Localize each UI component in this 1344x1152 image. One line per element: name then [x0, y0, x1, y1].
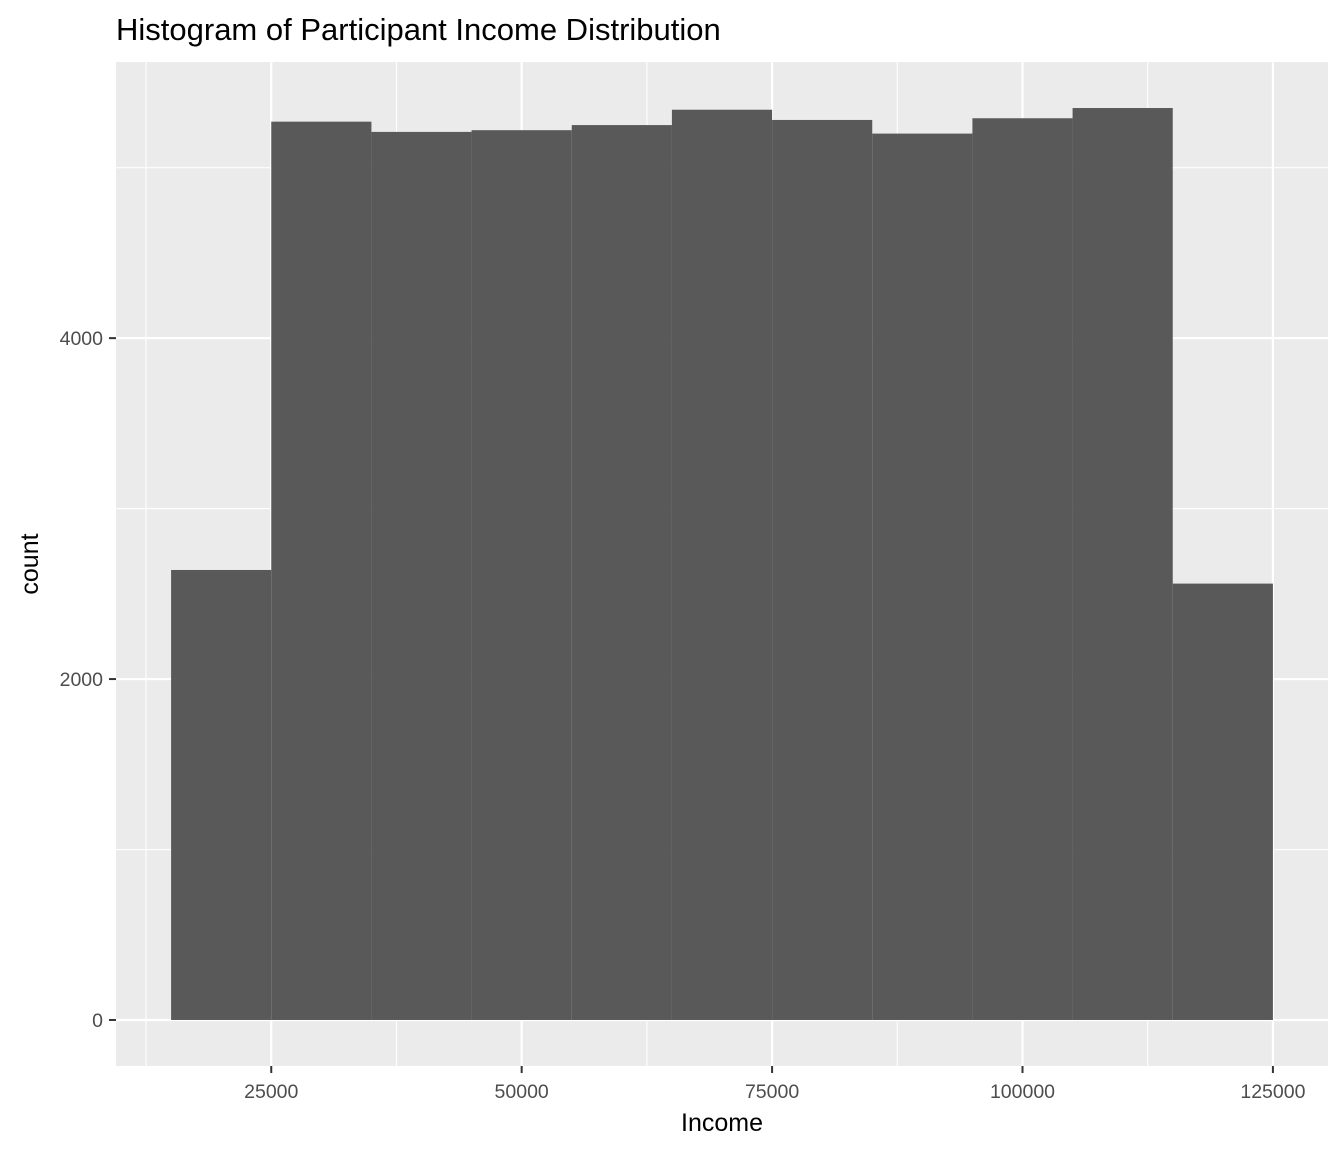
chart-title: Histogram of Participant Income Distribu… — [116, 12, 721, 47]
histogram-bar — [1172, 583, 1273, 1020]
x-axis: 25000 50000 75000 100000 125000 — [244, 1066, 1306, 1103]
histogram-bar — [371, 131, 472, 1020]
y-axis: 0 2000 4000 — [60, 328, 116, 1032]
histogram-bar — [772, 119, 873, 1020]
histogram-bar — [571, 125, 672, 1020]
x-tick-label: 75000 — [745, 1081, 799, 1103]
histogram-bar — [271, 121, 372, 1020]
y-tick-label: 2000 — [60, 669, 104, 691]
histogram-bars — [171, 108, 1273, 1020]
histogram-bar — [171, 569, 272, 1020]
y-tick-label: 4000 — [60, 328, 104, 350]
histogram-bar — [872, 133, 973, 1020]
histogram-bar — [972, 118, 1073, 1020]
x-tick-label: 100000 — [990, 1081, 1055, 1103]
y-tick-label: 0 — [92, 1010, 103, 1032]
x-axis-title: Income — [681, 1109, 763, 1137]
histogram-bar — [471, 130, 572, 1020]
x-tick-label: 125000 — [1240, 1081, 1305, 1103]
x-tick-label: 25000 — [244, 1081, 298, 1103]
histogram-bar — [671, 109, 773, 1020]
histogram-bar — [1072, 108, 1173, 1020]
x-tick-label: 50000 — [495, 1081, 549, 1103]
y-axis-title: count — [16, 533, 44, 594]
